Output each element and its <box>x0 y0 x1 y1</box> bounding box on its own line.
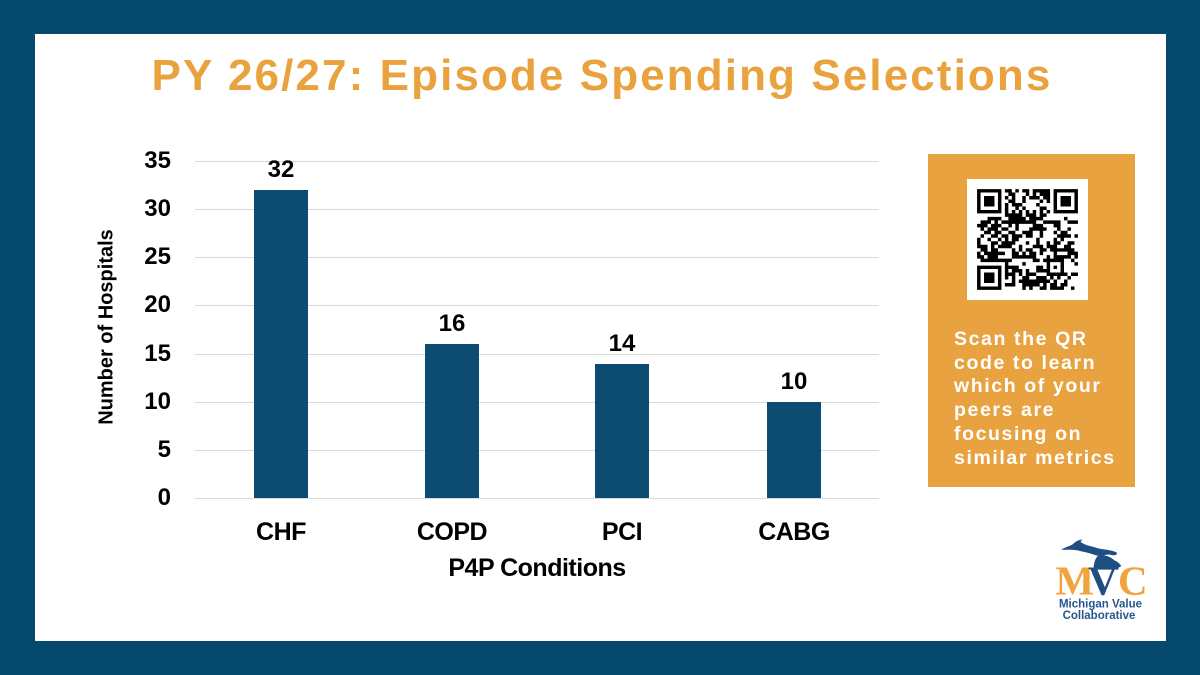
svg-text:Collaborative: Collaborative <box>1063 610 1136 622</box>
svg-text:Michigan Value: Michigan Value <box>1059 599 1142 611</box>
svg-text:M: M <box>1056 557 1095 603</box>
svg-text:V: V <box>1088 557 1118 603</box>
svg-text:C: C <box>1118 557 1148 603</box>
